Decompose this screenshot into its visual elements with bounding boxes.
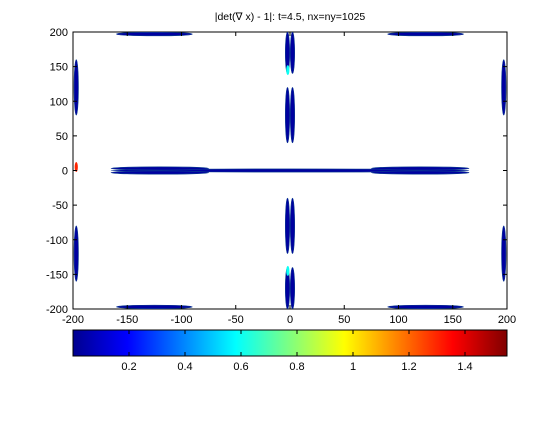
feature-horizontal-streak	[371, 170, 470, 175]
y-tick-label: -50	[52, 200, 68, 212]
y-axis: 200 150 100 50 0 -50 -100 -150 -200	[46, 27, 507, 316]
feature-edge-lobe	[73, 225, 79, 282]
y-tick-label: -100	[46, 235, 68, 247]
feature-horizontal-streak	[371, 166, 470, 171]
x-tick-label: -100	[170, 314, 192, 326]
x-tick-label: 0	[287, 314, 293, 326]
colorbar-tick-label: 0.6	[233, 361, 248, 373]
x-tick-label: -200	[62, 314, 84, 326]
colorbar-tick-label: 0.2	[121, 361, 136, 373]
colorbar-tick-label: 1	[350, 361, 356, 373]
y-tick-label: 200	[50, 27, 68, 39]
feature-edge-lobe	[387, 32, 464, 37]
colorbar-tick-label: 0.8	[289, 361, 304, 373]
feature-spot	[286, 265, 290, 276]
feature-horizontal-streak	[110, 170, 209, 175]
colorbar-tick-label: 1.4	[457, 361, 472, 373]
feature-horizontal-streak	[110, 166, 209, 171]
feature-edge-lobe	[501, 225, 507, 282]
x-tick-label: 100	[389, 314, 407, 326]
feature-vertical-lobe	[289, 87, 295, 144]
colorbar-tick-label: 0.4	[177, 361, 192, 373]
feature-vertical-lobe	[289, 197, 295, 254]
feature-edge-lobe	[73, 59, 79, 116]
x-tick-label: 200	[498, 314, 516, 326]
feature-vertical-lobe	[290, 267, 295, 309]
x-tick-label: -50	[228, 314, 244, 326]
x-tick-label: 50	[338, 314, 350, 326]
feature-vertical-lobe	[290, 32, 295, 74]
feature-vertical-lobe	[284, 87, 290, 144]
feature-horizontal-streak	[110, 168, 470, 173]
feature-vertical-lobe	[284, 197, 290, 254]
colorbar-ticks: 0.2 0.4 0.6 0.8 1 1.2 1.4	[121, 330, 473, 373]
x-tick-label: -150	[116, 314, 138, 326]
colorbar-gradient	[72, 329, 508, 357]
y-tick-label: -150	[46, 269, 68, 281]
y-tick-label: 100	[50, 96, 68, 108]
plot-area: -200 -150 -100 -50 0 50 100 150 200 200 150 100 50 0…	[46, 27, 516, 326]
y-tick-label: 0	[62, 166, 68, 178]
feature-spot	[74, 162, 78, 173]
x-axis: -200 -150 -100 -50 0 50 100 150 200	[62, 32, 516, 326]
y-tick-label: 50	[56, 131, 68, 143]
chart-title: |det(∇ x) - 1|: t=4.5, nx=ny=1025	[215, 11, 366, 23]
feature-edge-lobe	[387, 304, 464, 309]
feature-edge-lobe	[116, 304, 193, 309]
y-tick-label: -200	[46, 304, 68, 316]
colorbar: 0.2 0.4 0.6 0.8 1 1.2 1.4	[72, 329, 508, 373]
x-tick-label: 150	[444, 314, 462, 326]
y-tick-label: 150	[50, 62, 68, 74]
feature-edge-lobe	[116, 32, 193, 37]
feature-layer	[73, 32, 507, 309]
colorbar-tick-label: 1.2	[401, 361, 416, 373]
feature-edge-lobe	[501, 59, 507, 116]
feature-spot	[286, 65, 290, 76]
